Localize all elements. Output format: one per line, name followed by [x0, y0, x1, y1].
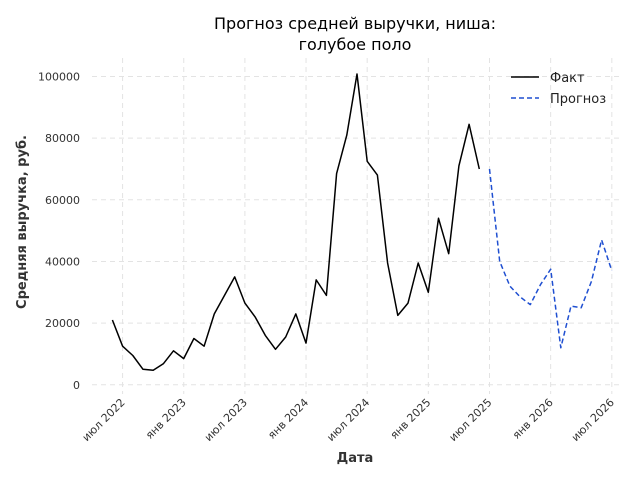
x-tick-label: июл 2025 [447, 396, 495, 444]
y-tick-label: 40000 [45, 255, 80, 268]
y-tick-label: 100000 [38, 70, 80, 83]
legend-label-fact: Факт [550, 71, 585, 86]
series-lines [111, 73, 613, 372]
y-tick-label: 60000 [45, 194, 80, 207]
chart-title-line-2: голубое поло [299, 35, 412, 54]
x-axis-label: Дата [337, 451, 374, 466]
y-tick-label: 20000 [45, 317, 80, 330]
series-line-fact [111, 73, 481, 372]
y-tick-label: 0 [73, 379, 80, 392]
x-tick-label: янв 2025 [388, 396, 434, 442]
x-tick-label: янв 2024 [265, 396, 311, 442]
x-tick-label: янв 2023 [143, 396, 189, 442]
y-tick-label: 80000 [45, 132, 80, 145]
x-tick-label: июл 2026 [569, 396, 617, 444]
legend: Факт Прогноз [511, 71, 606, 107]
grid [92, 58, 622, 394]
x-tick-label: июл 2022 [80, 396, 128, 444]
chart-title-line-1: Прогноз средней выручки, ниша: [214, 14, 496, 33]
x-tick-label: янв 2026 [510, 396, 556, 442]
series-line-forecast [488, 168, 613, 349]
x-tick-label: июл 2024 [324, 396, 372, 444]
y-axis-label: Средняя выручка, руб. [15, 135, 30, 309]
y-axis-ticks: 0 20000 40000 60000 80000 100000 [38, 70, 80, 391]
x-axis-ticks: июл 2022 янв 2023 июл 2023 янв 2024 июл 2024… [80, 396, 617, 444]
legend-label-forecast: Прогноз [550, 92, 606, 107]
x-tick-label: июл 2023 [202, 396, 250, 444]
